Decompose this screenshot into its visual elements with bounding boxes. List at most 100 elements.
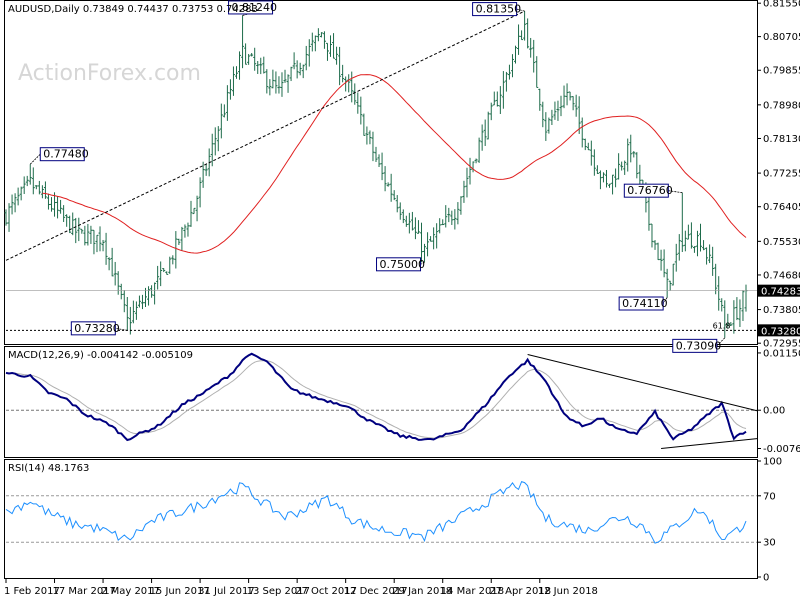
ohlc-bar — [595, 165, 599, 174]
ohlc-bar — [150, 285, 154, 298]
ohlc-bar — [571, 96, 575, 111]
ohlc-bar — [189, 200, 193, 227]
macd-axis-tick-label: 0.00 — [763, 406, 785, 417]
ohlc-bar — [186, 222, 190, 237]
ohlc-bar — [210, 133, 214, 167]
ohlc-bar — [498, 86, 502, 114]
ohlc-bar — [650, 223, 654, 248]
callout-label: 0.73090 — [676, 339, 722, 352]
ohlc-bar — [456, 202, 460, 225]
ohlc-bar — [671, 263, 675, 286]
price-axis-tick-label: 0.76405 — [763, 202, 800, 213]
callout-label: 0.75000 — [380, 258, 426, 271]
ohlc-bar — [283, 69, 287, 83]
ohlc-bar — [389, 173, 393, 202]
ohlc-bar — [147, 286, 151, 306]
ohlc-bar — [80, 228, 84, 234]
ohlc-bar — [25, 175, 29, 187]
x-axis-tick-label: 29 Jan 2018 — [392, 586, 452, 597]
price-callout: 0.73280 — [70, 321, 128, 336]
callout-box — [623, 183, 669, 198]
ohlc-bar — [723, 300, 727, 338]
ohlc-bar — [265, 69, 269, 94]
price-axis-tick-label: 0.77255 — [763, 169, 800, 180]
ohlc-bar — [241, 15, 245, 69]
ohlc-bar — [107, 257, 111, 271]
ohlc-bar — [201, 161, 205, 188]
ohlc-bar — [4, 209, 8, 226]
ohlc-bar — [501, 71, 505, 109]
rsi-axis-tick-label: 100 — [763, 457, 782, 468]
callout-box — [618, 296, 664, 311]
ohlc-bar — [316, 28, 320, 42]
ohlc-bar — [544, 112, 548, 141]
ohlc-bar — [744, 284, 748, 312]
ohlc-bar — [438, 218, 442, 234]
ohlc-bar — [371, 131, 375, 162]
ohlc-bar — [347, 74, 351, 93]
price-callout: 0.76760 — [623, 183, 683, 198]
ohlc-bar — [216, 126, 220, 152]
x-axis-tick-label: 27 Apr 2018 — [489, 586, 551, 597]
ohlc-bar — [604, 169, 608, 188]
ohlc-bar — [89, 225, 93, 244]
ohlc-bar — [159, 261, 163, 287]
ohlc-bar — [538, 88, 542, 111]
ohlc-bar — [665, 268, 669, 298]
ohlc-bar — [735, 297, 739, 321]
macd-signal-line — [5, 360, 747, 439]
x-axis-tick-label: 12 Dec 2017 — [344, 586, 408, 597]
price-callout: 0.77480 — [29, 147, 89, 165]
ohlc-bar — [386, 182, 390, 187]
ohlc-bar — [262, 56, 266, 74]
ohlc-bar — [53, 192, 57, 217]
ohlc-bar — [68, 215, 72, 234]
rsi-panel-label: RSI(14) 48.1763 — [8, 463, 89, 474]
callout-box — [70, 321, 116, 336]
ohlc-bar — [271, 69, 275, 89]
price-callout: 0.75000 — [376, 257, 426, 272]
ohlc-bar — [674, 243, 678, 272]
ohlc-bar — [280, 72, 284, 97]
ohlc-bar — [98, 226, 102, 252]
ohlc-bar — [277, 76, 281, 94]
ohlc-bar — [65, 214, 69, 227]
ohlc-bar — [256, 61, 260, 74]
ohlc-bar — [589, 140, 593, 166]
ohlc-bar — [83, 225, 87, 246]
ohlc-bar — [144, 287, 148, 308]
ohlc-bar — [432, 227, 436, 250]
callout-leader — [662, 297, 668, 304]
ohlc-bar — [125, 297, 129, 331]
ohlc-bar — [40, 185, 44, 199]
ohlc-bar — [165, 271, 169, 275]
ohlc-bar — [338, 46, 342, 86]
ohlc-bar — [477, 137, 481, 163]
ohlc-bar — [22, 176, 26, 194]
ohlc-bar — [374, 146, 378, 163]
ohlc-bar — [380, 152, 384, 181]
ohlc-bar — [598, 170, 602, 190]
ohlc-bar — [568, 91, 572, 101]
current-price-badge-text: 0.74283 — [761, 287, 800, 298]
ohlc-bar — [174, 231, 178, 269]
callout-leader — [716, 337, 726, 347]
macd-line — [5, 352, 747, 442]
callout-label: 0.76760 — [627, 184, 673, 197]
ohlc-bar — [677, 234, 681, 261]
ohlc-bar — [711, 246, 715, 276]
ohlc-bar — [611, 174, 615, 195]
ohlc-bar — [356, 92, 360, 114]
ohlc-bar — [680, 192, 684, 252]
ohlc-bar — [416, 220, 420, 234]
ohlc-bar — [583, 138, 587, 151]
ohlc-bar — [547, 117, 551, 134]
ohlc-bar — [523, 11, 527, 41]
ohlc-bar — [34, 185, 38, 190]
ohlc-bar — [480, 124, 484, 151]
price-panel-label: AUDUSD,Daily 0.73849 0.74437 0.73753 0.7… — [8, 4, 258, 15]
